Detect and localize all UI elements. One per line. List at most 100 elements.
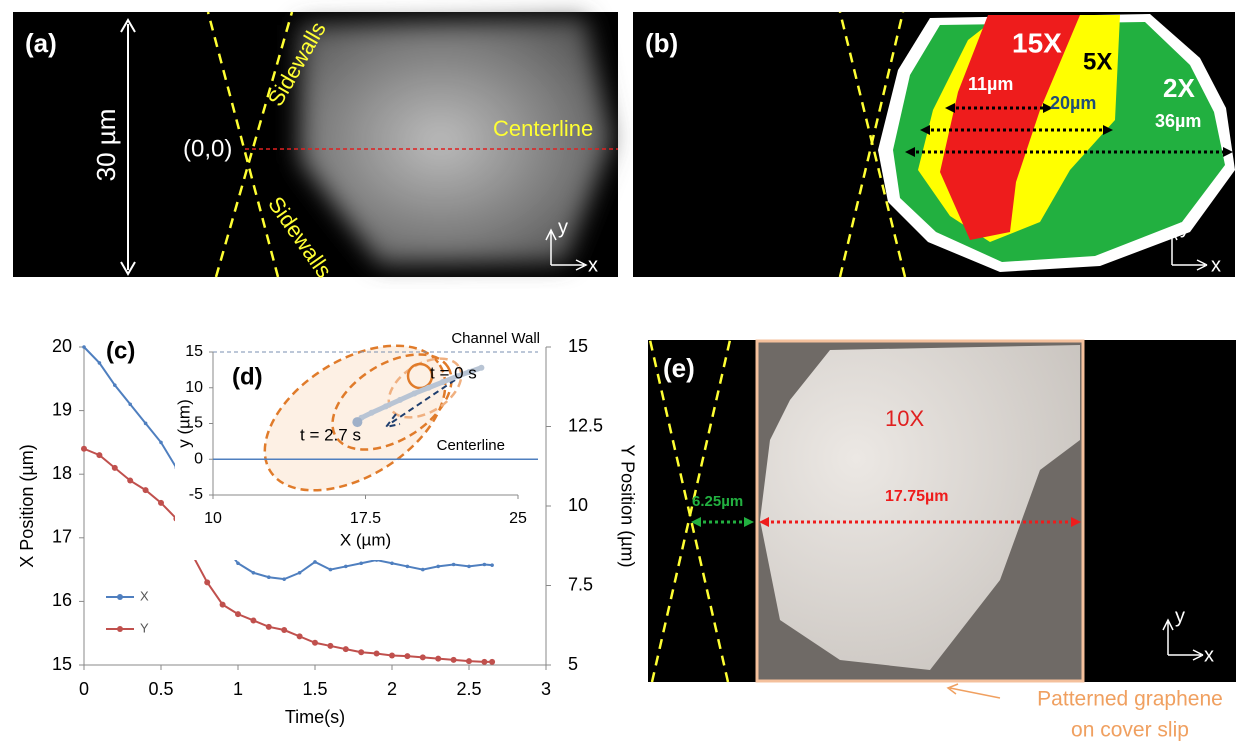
axis-label: y (558, 216, 568, 238)
legend-marker (117, 594, 123, 600)
zone-label: 15X (1012, 27, 1062, 58)
marker (81, 445, 87, 452)
marker (421, 567, 425, 572)
axis-label: y (1175, 605, 1185, 627)
axis-label: x (1204, 644, 1214, 666)
marker (389, 652, 395, 659)
arrowhead (691, 517, 701, 527)
panel-label: (e) (663, 353, 695, 383)
y-tick-label: 0 (194, 450, 203, 467)
marker (466, 658, 472, 665)
x-tick-label: 1.5 (302, 679, 327, 699)
marker (425, 384, 432, 391)
scale-arrowheads (120, 18, 136, 276)
marker (296, 633, 303, 640)
marker (373, 650, 380, 657)
marker (382, 403, 389, 410)
marker (405, 564, 410, 569)
marker (313, 560, 317, 564)
marker (481, 658, 488, 665)
marker (328, 567, 333, 572)
marker (411, 390, 418, 397)
sidewall (838, 11, 907, 278)
legend-marker (117, 626, 123, 632)
marker (142, 487, 149, 494)
marker (397, 396, 404, 403)
marker (358, 649, 365, 656)
marker (281, 627, 288, 634)
marker (489, 658, 496, 665)
particle-cloud (760, 345, 1080, 670)
x-tick-label: 0.5 (148, 679, 173, 699)
marker (96, 452, 103, 459)
marker (482, 562, 487, 567)
y-tick-label: -5 (189, 486, 203, 503)
chart-d: -5 0 5 10 15 10 17.5 25 X (µm) y (µm) (d) Centerlin… (174, 330, 540, 550)
note: Patterned graphene (1037, 688, 1223, 711)
legend-label: Y (140, 620, 149, 635)
centerline-label: Centerline (493, 116, 593, 141)
zone-label: 2X (1163, 73, 1195, 103)
note-arrow (946, 683, 1001, 699)
y2-tick-label: 10 (568, 495, 588, 515)
marker (352, 417, 363, 428)
marker (219, 601, 226, 608)
axes-icon (1166, 228, 1208, 271)
annotation: t = 2.7 s (300, 425, 361, 444)
marker (82, 345, 86, 349)
marker (204, 579, 211, 586)
y2-tick-label: 5 (568, 654, 578, 674)
arrowhead (759, 517, 769, 527)
direction-arrow (383, 379, 456, 429)
x-axis-title: X (µm) (340, 530, 391, 549)
marker (297, 570, 302, 575)
axis-label: x (588, 254, 598, 276)
marker (250, 617, 257, 624)
note: on cover slip (1071, 719, 1189, 742)
gap-label: 6.25µm (692, 493, 743, 510)
marker (435, 655, 442, 662)
axes-icon (1162, 618, 1204, 661)
panel-label: (c) (106, 337, 135, 364)
width-label: 17.75µm (885, 488, 948, 505)
width-arrows (910, 106, 1228, 154)
marker (344, 564, 348, 569)
marker (143, 421, 148, 426)
zone-label: 5X (1083, 48, 1112, 75)
width-label: 36µm (1155, 111, 1201, 131)
marker (282, 577, 287, 581)
marker (235, 611, 241, 618)
zone-label: 10X (885, 406, 924, 431)
marker (490, 563, 494, 567)
marker (450, 656, 457, 663)
x-tick-label: 17.5 (350, 510, 381, 527)
arrowheads (905, 103, 1233, 157)
marker (97, 361, 102, 365)
arrowhead (1071, 517, 1081, 527)
region-15x (940, 15, 1080, 240)
particle-cloud (300, 18, 612, 264)
panel-a: (a) 30 µm (0,0) Sidewalls Sidewalls Cent… (13, 11, 618, 282)
panel-label: (a) (25, 28, 57, 58)
panel-e: (e) 10X 6.25µm 17.75µm y x Patterned gra… (648, 339, 1236, 742)
sidewall (648, 339, 730, 683)
y-axis-title: X Position (µm) (17, 444, 37, 567)
marker (236, 561, 240, 566)
marker (436, 564, 441, 569)
marker (439, 379, 446, 386)
axes-icon (545, 228, 588, 271)
y-tick-label: 15 (185, 343, 203, 360)
x-tick-label: 3 (541, 679, 551, 699)
marker (159, 440, 163, 445)
marker (368, 409, 375, 416)
sidewall (206, 11, 280, 278)
x-tick-label: 10 (204, 510, 222, 527)
y-tick-label: 16 (52, 590, 72, 610)
marker (359, 561, 364, 566)
marker (327, 642, 334, 649)
y-tick-label: 15 (52, 654, 72, 674)
panel-label: (d) (232, 363, 263, 390)
y2-axis-title: Y Position (µm) (617, 444, 637, 567)
marker (267, 575, 271, 580)
marker (127, 477, 134, 484)
